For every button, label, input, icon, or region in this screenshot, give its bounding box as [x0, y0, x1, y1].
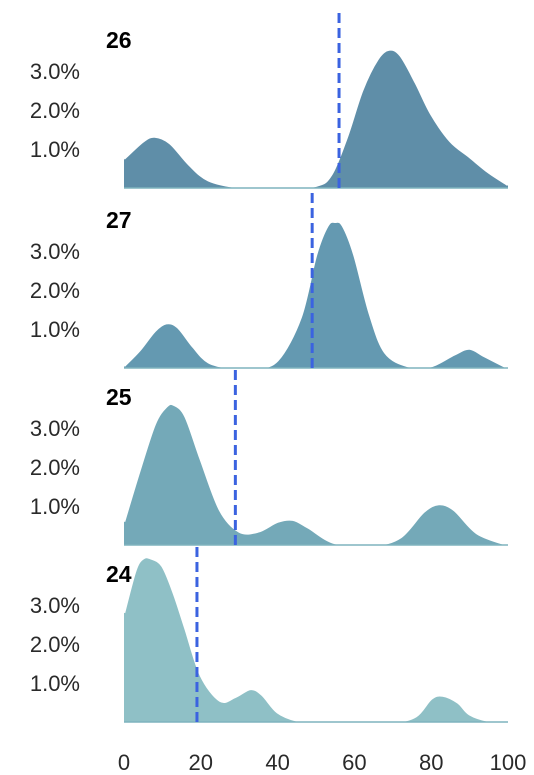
y-tick-label: 2.0%: [30, 455, 80, 480]
y-tick-label: 3.0%: [30, 59, 80, 84]
y-tick-label: 3.0%: [30, 593, 80, 618]
x-tick-label: 80: [419, 750, 443, 775]
panel-label: 24: [106, 561, 132, 587]
x-tick-label: 40: [265, 750, 289, 775]
y-tick-label: 1.0%: [30, 494, 80, 519]
x-tick-label: 100: [490, 750, 527, 775]
density-outline-26: [123, 48, 509, 190]
density-area-24: [124, 556, 508, 723]
y-tick-label: 3.0%: [30, 416, 80, 441]
panels: 1.0% 2.0% 3.0% 26 1.0% 2.0% 3.0% 27 1.0% 2.0% 3.0%…: [30, 12, 509, 724]
y-tick-label: 2.0%: [30, 98, 80, 123]
y-tick-label: 1.0%: [30, 317, 80, 342]
x-tick-label: 60: [342, 750, 366, 775]
panel-26: 1.0% 2.0% 3.0% 26: [30, 12, 509, 190]
y-tick-label: 2.0%: [30, 278, 80, 303]
y-tick-label: 1.0%: [30, 671, 80, 696]
density-area-26: [124, 49, 508, 189]
panel-label: 26: [106, 27, 132, 53]
x-tick-label: 20: [189, 750, 213, 775]
density-area-25: [124, 403, 508, 546]
panel-27: 1.0% 2.0% 3.0% 27: [30, 192, 509, 371]
density-outline-27: [123, 220, 509, 371]
y-tick-label: 3.0%: [30, 239, 80, 264]
x-tick-label: 0: [118, 750, 130, 775]
y-tick-label: 2.0%: [30, 632, 80, 657]
x-axis: 0 20 40 60 80 100: [118, 750, 526, 775]
panel-25: 1.0% 2.0% 3.0% 25: [30, 369, 509, 547]
panel-label: 25: [106, 384, 132, 410]
panel-label: 27: [106, 207, 132, 233]
y-tick-label: 1.0%: [30, 137, 80, 162]
density-outline-25: [122, 402, 509, 547]
panel-24: 1.0% 2.0% 3.0% 24: [30, 546, 509, 724]
density-area-27: [124, 221, 508, 369]
density-outline-24: [122, 555, 509, 724]
